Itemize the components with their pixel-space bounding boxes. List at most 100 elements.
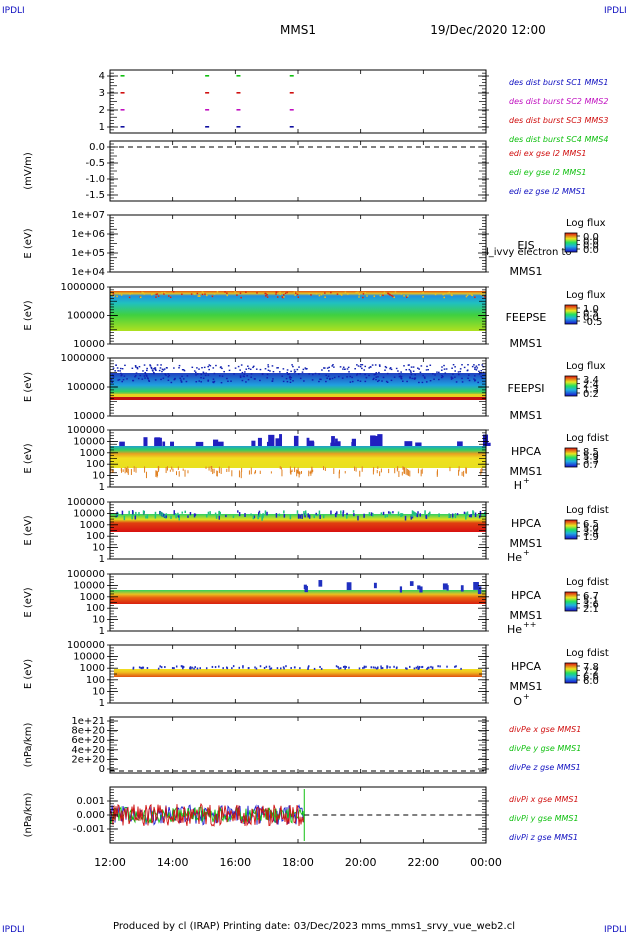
- spectro-speckle: [250, 376, 252, 378]
- spectro-noise: [470, 513, 472, 518]
- spectro-noise: [119, 292, 121, 295]
- spectro-noise: [202, 291, 204, 294]
- spectro-speckle: [134, 366, 137, 368]
- spectro-noise: [297, 467, 299, 471]
- spectro-speckle: [423, 376, 426, 378]
- y-tick-label: 3: [99, 88, 105, 99]
- spectro-noise: [391, 294, 393, 297]
- spectro-speckle: [157, 667, 160, 670]
- spectro-noise: [225, 514, 227, 518]
- spectro-speckle: [173, 667, 175, 670]
- spectro-speckle: [239, 376, 242, 379]
- spectro-noise: [196, 292, 199, 295]
- spectro-speckle: [261, 373, 264, 376]
- spectro-noise: [346, 512, 348, 516]
- spectro-noise: [241, 467, 243, 473]
- spectro-noise: [412, 511, 415, 516]
- spectro-speckle: [341, 377, 344, 379]
- spectro-noise: [318, 510, 321, 515]
- spectro-noise: [250, 467, 252, 475]
- spectro-speckle: [348, 666, 350, 669]
- spectro-speckle: [115, 364, 117, 366]
- spectro-noise: [239, 292, 242, 294]
- footer-credit: Produced by cl (IRAP) Printing date: 03/…: [113, 921, 515, 932]
- spectro-speckle: [116, 367, 119, 369]
- spectro-speckle: [196, 667, 199, 670]
- spectro-noise: [372, 512, 374, 517]
- spectro-speckle: [374, 666, 376, 669]
- spectro-speckle: [415, 666, 418, 669]
- spectro-speckle: [413, 377, 415, 380]
- spectrogram-band: [110, 446, 486, 468]
- spectro-noise: [163, 513, 165, 517]
- spectro-noise: [417, 468, 419, 474]
- spectro-noise: [208, 466, 210, 471]
- spectro-noise: [238, 512, 241, 517]
- spectro-noise: [458, 466, 460, 472]
- spectro-noise: [299, 471, 301, 475]
- spectro-speckle: [437, 665, 439, 668]
- colorbar-tick-label: 3.3: [583, 456, 599, 467]
- spectro-noise: [330, 291, 332, 294]
- spectro-speckle: [452, 364, 455, 366]
- spectro-speckle: [337, 375, 340, 378]
- spectro-noise: [427, 512, 430, 517]
- spectro-burst: [482, 434, 489, 446]
- spectro-speckle: [378, 364, 381, 366]
- colorbar-title: Log flux: [566, 218, 606, 229]
- spectro-speckle: [364, 365, 367, 368]
- spectro-speckle: [150, 367, 153, 370]
- spectro-noise: [110, 467, 112, 474]
- spectro-speckle: [198, 368, 200, 370]
- spectro-noise: [124, 467, 126, 474]
- spectro-noise: [112, 293, 115, 295]
- spectro-speckle: [247, 378, 250, 381]
- spectro-speckle: [276, 667, 279, 670]
- spectro-noise: [402, 466, 404, 470]
- spectro-noise: [458, 469, 460, 476]
- spectro-noise: [172, 468, 174, 472]
- colorbar-tick-label: 0.0: [583, 313, 599, 324]
- spectro-noise: [294, 466, 296, 473]
- spectro-burst: [213, 439, 219, 446]
- spacecraft-label: MMS1: [510, 465, 543, 478]
- y-tick-label: -1.0: [85, 174, 105, 185]
- spectro-noise: [403, 466, 405, 474]
- spectro-noise: [220, 467, 222, 474]
- spectro-noise: [320, 293, 323, 296]
- spectro-speckle: [342, 368, 344, 370]
- spectro-burst: [268, 434, 275, 446]
- spectro-noise: [214, 512, 217, 515]
- spectro-speckle: [213, 372, 216, 375]
- spectro-speckle: [220, 381, 223, 384]
- spectro-speckle: [461, 364, 463, 366]
- spectro-noise: [266, 293, 268, 296]
- spectro-speckle: [393, 376, 396, 378]
- spectro-noise: [178, 515, 181, 521]
- spectro-noise: [181, 293, 183, 296]
- spectro-burst: [377, 434, 383, 446]
- spectro-speckle: [121, 380, 123, 383]
- spectro-speckle: [480, 369, 483, 372]
- spectro-speckle: [227, 380, 229, 383]
- spectro-speckle: [174, 377, 176, 380]
- spectro-noise: [237, 510, 239, 513]
- spectro-speckle: [454, 376, 456, 378]
- spectro-speckle: [431, 667, 434, 670]
- spectro-speckle: [117, 379, 120, 381]
- spectro-noise: [175, 514, 177, 519]
- spectro-noise: [275, 291, 278, 293]
- spectro-noise: [154, 515, 157, 519]
- spectro-speckle: [218, 375, 221, 377]
- species-charge: +: [523, 476, 530, 485]
- spectro-noise: [382, 511, 385, 516]
- spectro-speckle: [378, 371, 380, 374]
- spectro-noise: [219, 511, 221, 515]
- x-tick-label: 16:00: [219, 856, 251, 869]
- spectro-speckle: [213, 380, 216, 383]
- spectro-noise: [323, 466, 325, 471]
- y-tick-label: 100000: [67, 497, 105, 508]
- spectro-noise: [364, 292, 367, 294]
- colorbar-tick-label: 8.5: [583, 447, 599, 458]
- spectro-speckle: [328, 366, 331, 369]
